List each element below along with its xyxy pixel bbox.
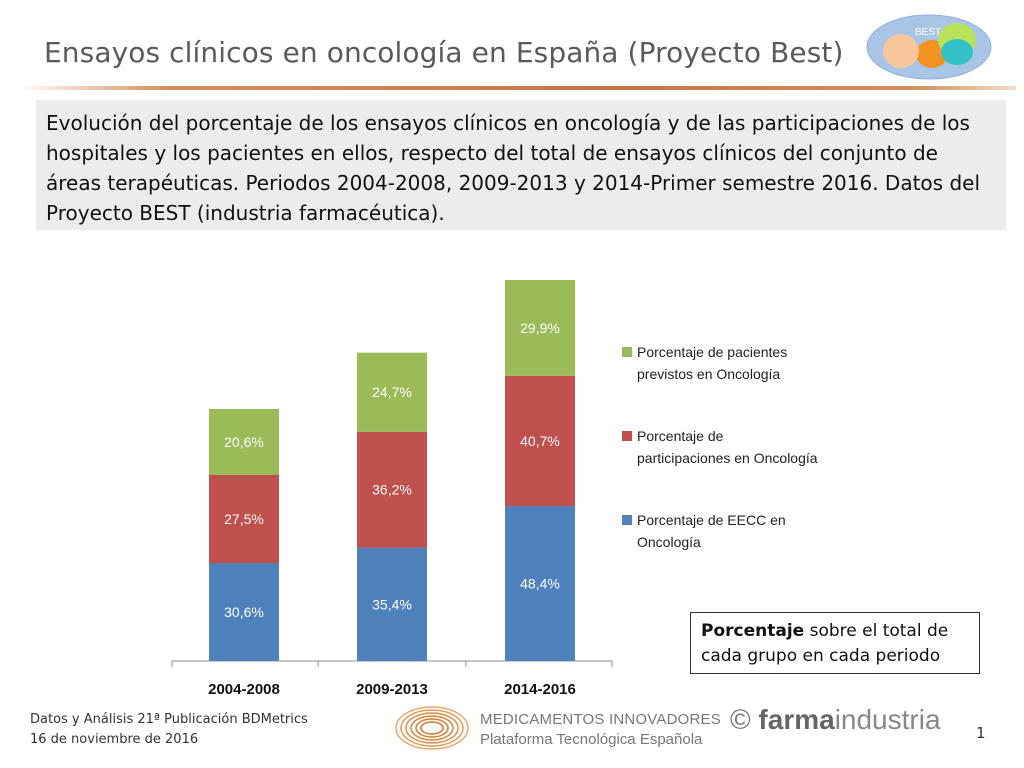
bar-segment [357,352,427,432]
footer-line-2: 16 de noviembre de 2016 [30,732,199,747]
note-box: Porcentaje sobre el total de cada grupo … [690,612,980,674]
legend-swatch [622,431,632,441]
data-label: 30,6% [224,604,264,620]
logo-cyan-circle [941,39,973,65]
data-label: 48,4% [520,576,560,592]
title-divider [18,86,1016,90]
data-label: 27,5% [224,511,264,527]
subtitle-box: Evolución del porcentaje de los ensayos … [36,100,1006,230]
legend-entry: Porcentaje de EECC en [637,512,786,528]
slide-subtitle: Evolución del porcentaje de los ensayos … [46,111,981,225]
bar-segment [209,563,279,661]
slide-title: Ensayos clínicos en oncología en España … [44,36,844,69]
bar-segment [505,375,575,507]
legend-entry: participaciones en Oncología [637,450,818,466]
data-label: 40,7% [520,433,560,449]
farmaindustria-logo: © farmaindustria [730,704,941,736]
farma-text: farma [758,704,835,735]
bar-segment [209,474,279,564]
legend-entry: previstos en Oncología [637,366,780,382]
logo-text: BEST [915,27,941,38]
legend-swatch [622,515,632,525]
legend-entry: Porcentaje de pacientes [637,344,787,360]
bar-segment [505,506,575,661]
copyright-symbol: © [730,704,751,735]
x-tick-label: 2009-2013 [356,681,428,698]
bar-segment [505,280,575,376]
medicamentos-line-1: MEDICAMENTOS INNOVADORES [480,711,721,728]
data-label: 24,7% [372,384,412,400]
medicamentos-logo-icon [395,706,469,750]
legend-entry: Oncología [637,534,701,550]
note-text: sobre el total de cada grupo en cada per… [701,621,949,666]
data-label: 20,6% [224,434,264,450]
legend-entry: Porcentaje de [637,428,724,444]
footer-line-1: Datos y Análisis 21ª Publicación BDMetri… [30,712,308,727]
data-label: 29,9% [520,320,560,336]
medicamentos-line-2: Plataforma Tecnológica Española [480,731,703,748]
x-tick-label: 2004-2008 [208,681,280,698]
bar-segment [357,431,427,548]
best-logo: BEST [866,14,992,80]
industria-text: industria [834,704,941,735]
x-tick-label: 2014-2016 [504,681,576,698]
medicamentos-text: MEDICAMENTOS INNOVADORES Plataforma Tecn… [480,710,721,750]
page-number: 1 [976,724,986,742]
bar-segment [209,409,279,475]
logo-peach-circle [883,34,919,68]
footer-source: Datos y Análisis 21ª Publicación BDMetri… [30,710,308,750]
data-label: 35,4% [372,596,412,612]
bar-segment [357,547,427,661]
note-bold-text: Porcentaje [701,621,805,641]
legend-swatch [622,347,632,357]
data-label: 36,2% [372,482,412,498]
